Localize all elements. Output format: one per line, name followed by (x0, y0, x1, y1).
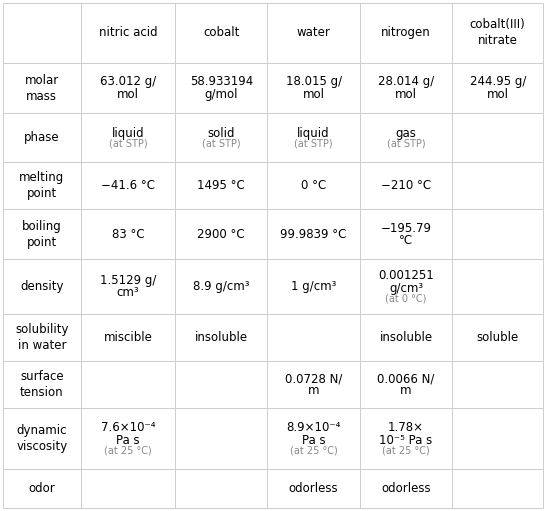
Text: Pa s: Pa s (116, 433, 140, 447)
Text: cm³: cm³ (117, 286, 139, 299)
Text: miscible: miscible (104, 331, 152, 344)
Text: odor: odor (28, 482, 55, 495)
Text: solid: solid (207, 127, 235, 140)
Text: phase: phase (24, 131, 60, 144)
Text: 1.5129 g/: 1.5129 g/ (100, 274, 156, 287)
Text: m: m (400, 384, 412, 398)
Text: g/mol: g/mol (205, 88, 238, 101)
Text: m: m (308, 384, 319, 398)
Text: mol: mol (395, 88, 417, 101)
Text: mol: mol (302, 88, 325, 101)
Text: nitrogen: nitrogen (381, 27, 431, 39)
Text: mol: mol (486, 88, 509, 101)
Text: 0.0066 N/: 0.0066 N/ (377, 372, 435, 385)
Text: dynamic
viscosity: dynamic viscosity (16, 424, 68, 453)
Text: 0 °C: 0 °C (301, 179, 327, 192)
Text: (at 25 °C): (at 25 °C) (104, 446, 152, 456)
Text: water: water (296, 27, 330, 39)
Text: 1 g/cm³: 1 g/cm³ (291, 280, 336, 293)
Text: °C: °C (399, 234, 413, 247)
Text: 10⁻⁵ Pa s: 10⁻⁵ Pa s (379, 433, 432, 447)
Text: 0.001251: 0.001251 (378, 269, 434, 283)
Text: (at 0 °C): (at 0 °C) (385, 294, 426, 304)
Text: g/cm³: g/cm³ (389, 282, 423, 295)
Text: odorless: odorless (381, 482, 431, 495)
Text: 18.015 g/: 18.015 g/ (286, 76, 342, 88)
Text: 244.95 g/: 244.95 g/ (470, 76, 526, 88)
Text: odorless: odorless (289, 482, 339, 495)
Text: 28.014 g/: 28.014 g/ (378, 76, 434, 88)
Text: cobalt: cobalt (203, 27, 240, 39)
Text: density: density (20, 280, 63, 293)
Text: boiling
point: boiling point (22, 220, 62, 249)
Text: 0.0728 N/: 0.0728 N/ (285, 372, 342, 385)
Text: (at STP): (at STP) (109, 138, 147, 149)
Text: liquid: liquid (112, 127, 144, 140)
Text: 8.9 g/cm³: 8.9 g/cm³ (193, 280, 250, 293)
Text: (at STP): (at STP) (294, 138, 333, 149)
Text: (at 25 °C): (at 25 °C) (382, 446, 430, 456)
Text: melting
point: melting point (19, 171, 64, 200)
Text: soluble: soluble (477, 331, 519, 344)
Text: surface
tension: surface tension (20, 370, 64, 399)
Text: insoluble: insoluble (195, 331, 248, 344)
Text: (at 25 °C): (at 25 °C) (290, 446, 337, 456)
Text: (at STP): (at STP) (387, 138, 425, 149)
Text: solubility
in water: solubility in water (15, 323, 69, 352)
Text: 63.012 g/: 63.012 g/ (100, 76, 156, 88)
Text: 58.933194: 58.933194 (189, 76, 253, 88)
Text: cobalt(III)
nitrate: cobalt(III) nitrate (470, 18, 526, 48)
Text: 7.6×10⁻⁴: 7.6×10⁻⁴ (101, 421, 155, 434)
Text: liquid: liquid (298, 127, 330, 140)
Text: nitric acid: nitric acid (99, 27, 157, 39)
Text: −41.6 °C: −41.6 °C (101, 179, 155, 192)
Text: 99.9839 °C: 99.9839 °C (281, 227, 347, 241)
Text: 8.9×10⁻⁴: 8.9×10⁻⁴ (287, 421, 341, 434)
Text: insoluble: insoluble (379, 331, 432, 344)
Text: molar
mass: molar mass (25, 74, 59, 103)
Text: 1495 °C: 1495 °C (198, 179, 245, 192)
Text: −210 °C: −210 °C (381, 179, 431, 192)
Text: 1.78×: 1.78× (388, 421, 424, 434)
Text: mol: mol (117, 88, 139, 101)
Text: 83 °C: 83 °C (112, 227, 144, 241)
Text: −195.79: −195.79 (381, 221, 431, 235)
Text: (at STP): (at STP) (202, 138, 241, 149)
Text: Pa s: Pa s (302, 433, 325, 447)
Text: gas: gas (395, 127, 417, 140)
Text: 2900 °C: 2900 °C (198, 227, 245, 241)
